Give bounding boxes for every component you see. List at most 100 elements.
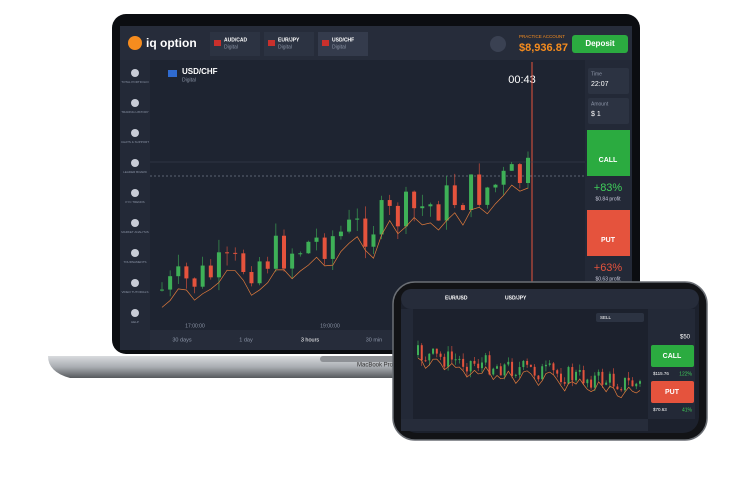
call-button[interactable] — [587, 130, 630, 176]
sidebar-label: TRADING HISTORY — [121, 110, 149, 114]
moving-average — [161, 184, 529, 308]
tab-kind: Digital — [332, 44, 346, 50]
sell-box[interactable] — [596, 313, 644, 322]
candle — [330, 236, 335, 259]
candle — [465, 366, 468, 372]
phone-call[interactable]: CALL — [663, 353, 682, 360]
sidebar-icon[interactable] — [131, 69, 139, 77]
candle — [485, 187, 490, 205]
candle — [363, 218, 368, 247]
time-value: 22:07 — [591, 81, 609, 88]
candle — [412, 191, 417, 209]
put-pct: +63% — [594, 262, 623, 274]
sidebar-icon[interactable] — [131, 249, 139, 257]
phone-call-button[interactable] — [651, 345, 694, 367]
candle — [559, 373, 562, 383]
sidebar-label: MARKET ANALYSIS — [121, 230, 149, 234]
candle — [597, 371, 600, 376]
candle — [469, 174, 474, 210]
brand: iq option — [146, 36, 197, 50]
candle — [623, 377, 626, 391]
phone-put[interactable]: PUT — [665, 389, 680, 396]
put-profit: $0.63 profit — [595, 276, 621, 282]
put-button[interactable] — [587, 210, 630, 256]
call-text[interactable]: CALL — [599, 157, 618, 164]
candle — [298, 253, 303, 255]
amount-label: Amount — [591, 101, 609, 107]
chart-pair: USD/CHF — [182, 67, 218, 76]
candle — [567, 367, 570, 384]
candle — [233, 252, 238, 254]
sidebar-icon[interactable] — [131, 279, 139, 287]
sidebar-label: HELP — [131, 320, 139, 324]
candle — [488, 355, 491, 375]
candle — [306, 241, 311, 254]
candle — [428, 204, 433, 207]
tab-flag — [214, 40, 221, 46]
candle — [200, 265, 205, 287]
candle — [265, 261, 270, 269]
candle — [428, 353, 431, 361]
sidebar-label: LEADER BOARD — [123, 170, 147, 174]
candle — [612, 373, 615, 387]
sidebar-icon[interactable] — [131, 99, 139, 107]
amount-box[interactable] — [588, 98, 629, 124]
candle — [522, 360, 525, 368]
phone-candles — [417, 340, 641, 399]
candle — [249, 272, 254, 284]
candle — [160, 289, 164, 291]
candle — [420, 345, 423, 361]
sidebar-icon[interactable] — [131, 219, 139, 227]
candle — [499, 366, 502, 376]
candle — [443, 356, 446, 367]
period[interactable]: 30 min — [366, 337, 383, 343]
period[interactable]: 30 days — [172, 337, 192, 343]
sidebar-icon[interactable] — [131, 159, 139, 167]
candle — [473, 360, 476, 364]
phone-put-button[interactable] — [651, 381, 694, 403]
candle — [314, 237, 319, 242]
flag — [168, 70, 177, 77]
time-label: 17:00:00 — [185, 323, 205, 329]
candle — [450, 351, 453, 360]
candle — [537, 375, 540, 380]
sidebar-items: TOTAL PORTFOLIO TRADING HISTORY CHATS & SU… — [121, 69, 149, 324]
sidebar-icon[interactable] — [131, 309, 139, 317]
tab-kind: Digital — [224, 44, 238, 50]
sidebar-icon[interactable] — [131, 189, 139, 197]
top-bar — [120, 26, 632, 60]
phone-call-amount: $115.76 — [653, 371, 669, 376]
candle — [608, 373, 611, 383]
candle — [639, 381, 641, 384]
deposit-button[interactable] — [572, 35, 628, 53]
camera-button[interactable] — [490, 36, 506, 52]
sidebar-icon[interactable] — [131, 129, 139, 137]
put-text[interactable]: PUT — [601, 237, 616, 244]
candle — [616, 386, 619, 390]
candle — [480, 362, 483, 369]
period[interactable]: 3 hours — [301, 337, 320, 343]
candle — [338, 231, 343, 237]
deposit-text[interactable]: Deposit — [585, 39, 615, 48]
candle — [484, 355, 487, 363]
candle — [225, 252, 230, 254]
candle — [514, 374, 517, 376]
time-box[interactable] — [588, 68, 629, 94]
candle — [168, 276, 173, 290]
phone-tab[interactable]: USD/JPY — [505, 295, 527, 301]
phone-tab[interactable]: EUR/USD — [445, 295, 468, 301]
candle — [578, 370, 581, 372]
candle — [582, 370, 585, 384]
candle — [444, 185, 449, 221]
candle — [192, 278, 197, 287]
phone-screen — [401, 289, 699, 433]
candle — [517, 164, 522, 184]
candle — [176, 266, 181, 277]
period[interactable]: 1 day — [239, 337, 253, 343]
call-pct: +83% — [594, 182, 623, 194]
candle — [556, 370, 559, 374]
candle — [635, 383, 638, 387]
candle — [184, 266, 189, 279]
balance[interactable]: $8,936.87 — [519, 42, 568, 54]
